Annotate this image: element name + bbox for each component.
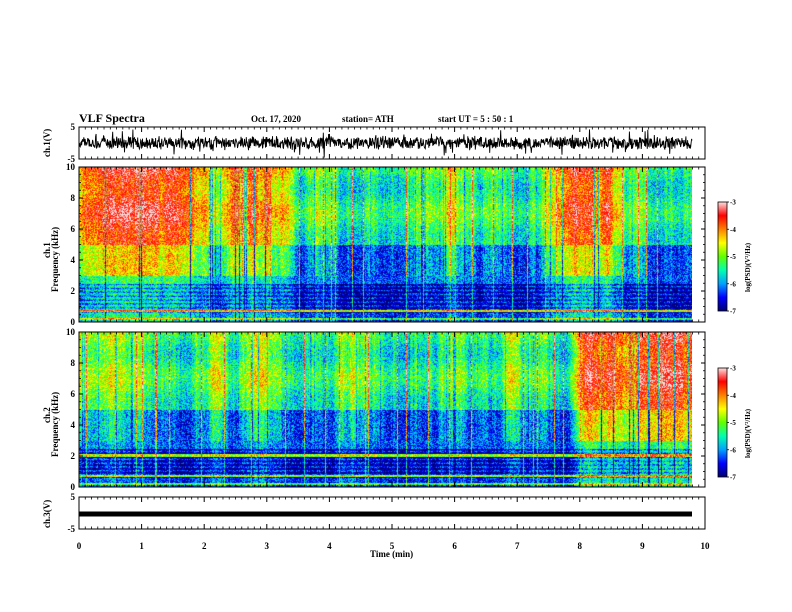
figure-title: VLF Spectra [79,111,145,125]
y-tick-label: 6 [71,389,76,399]
y-tick-label: 8 [71,193,76,203]
y-tick-label: 2 [71,286,76,296]
x-tick-label: 7 [515,541,520,551]
colorbar-tick-label: -6 [730,446,736,454]
colorbar-tick-label: -7 [730,474,736,482]
x-tick-label: 1 [139,541,144,551]
ch1-colorbar: -3 -4 -5 -6 -7 [717,199,736,316]
ch3-waveform-panel: 5 -5 [68,492,706,534]
y-tick-label: 2 [71,451,76,461]
colorbar-tick-label: -4 [730,226,736,234]
x-axis-label: Time (min) [370,549,414,559]
colorbar-scale [717,201,728,312]
ch1-waveform-trace [78,129,693,158]
y-tick-label: -5 [68,524,76,534]
ch1-spectrogram-ylabel-b: Frequency (kHz) [50,226,60,292]
ch2-spectrogram-panel: 0 2 4 6 8 10 [66,327,706,492]
ch3-waveform-ylabel: ch.3(V) [42,499,52,528]
x-tick-label: 5 [390,541,395,551]
station-label: station= ATH [342,114,394,124]
ch1-spectrogram-panel: 0 2 4 6 8 10 [66,162,706,327]
time-axis: 0 1 2 3 4 5 6 7 8 9 10 [77,541,710,551]
ch1-waveform-panel: 5 -5 [68,122,706,164]
y-tick-label: -5 [68,154,76,164]
ch1-colorbar-label: log(PSD)(V²/Hz) [744,242,752,292]
start-time-label: start UT = 5 : 50 : 1 [438,114,514,124]
spectrogram-image-2 [79,332,692,487]
y-tick-label: 10 [66,162,76,172]
x-tick-label: 10 [701,541,711,551]
y-tick-label: 0 [71,482,76,492]
x-tick-label: 2 [202,541,207,551]
y-tick-label: 5 [71,492,76,502]
y-tick-label: 8 [71,358,76,368]
colorbar-tick-label: -7 [730,308,736,316]
y-tick-label: 5 [71,122,76,132]
spectrogram-image-1 [79,167,692,322]
colorbar-scale [717,367,728,478]
x-tick-label: 0 [77,541,82,551]
colorbar-tick-label: -5 [730,253,736,261]
colorbar-tick-label: -4 [730,392,736,400]
date-label: Oct. 17, 2020 [251,114,301,124]
x-tick-label: 6 [452,541,457,551]
y-tick-label: 4 [71,420,76,430]
x-tick-label: 9 [640,541,645,551]
y-tick-label: 0 [71,317,76,327]
x-tick-label: 3 [265,541,270,551]
colorbar-tick-label: -3 [730,199,736,207]
x-tick-label: 8 [578,541,583,551]
y-tick-label: 6 [71,224,76,234]
ch2-colorbar: -3 -4 -5 -6 -7 [717,365,736,482]
colorbar-tick-label: -3 [730,365,736,373]
ch2-spectrogram-ylabel-b: Frequency (kHz) [50,391,60,457]
y-tick-label: 4 [71,255,76,265]
ch2-colorbar-label: log(PSD)(V²/Hz) [744,408,752,458]
x-tick-label: 4 [327,541,332,551]
ch3-waveform-trace [79,511,692,517]
y-tick-label: 10 [66,327,76,337]
colorbar-tick-label: -6 [730,280,736,288]
colorbar-tick-label: -5 [730,419,736,427]
ch1-waveform-ylabel: ch.1(V) [42,128,52,157]
